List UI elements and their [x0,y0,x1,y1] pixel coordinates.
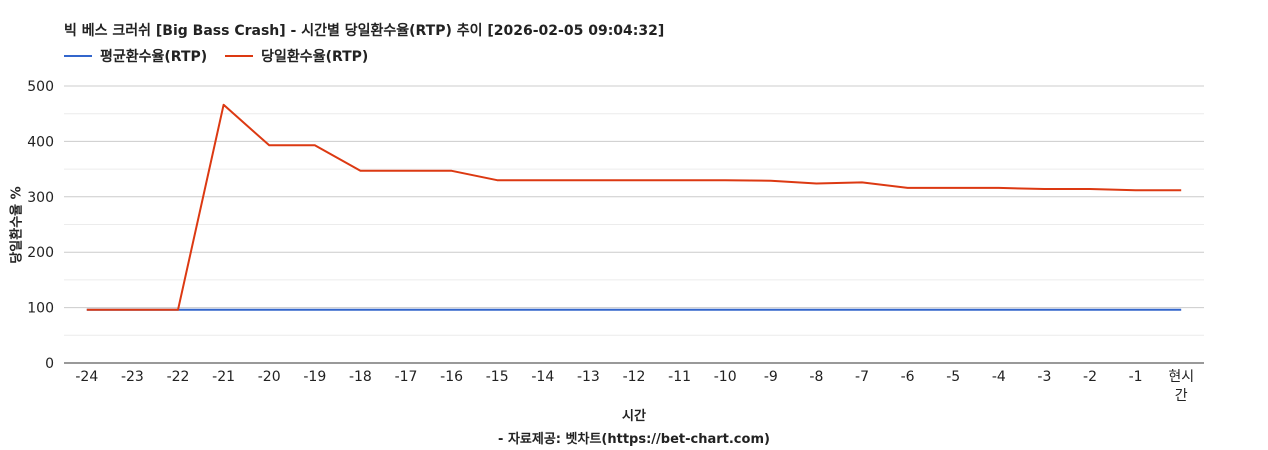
legend-item-avg-rtp[interactable]: 평균환수율(RTP) [64,46,207,66]
x-tick-label: -16 [440,369,463,385]
x-tick-label: -20 [258,369,281,385]
x-tick-label: -23 [121,369,144,385]
x-tick-label-cont: 간 [1175,388,1188,404]
legend: 평균환수율(RTP) 당일환수율(RTP) [64,46,368,66]
x-tick-label: -19 [303,369,326,385]
legend-item-daily-rtp[interactable]: 당일환수율(RTP) [225,46,368,66]
x-tick-label: -14 [531,369,554,385]
x-tick-label: -21 [212,369,235,385]
y-axis-label: 당일환수율 % [9,186,25,264]
chart-title: 빅 베스 크러쉬 [Big Bass Crash] - 시간별 당일환수율(RT… [64,23,665,39]
x-tick-label: -2 [1083,369,1097,385]
y-tick-label: 300 [27,190,54,206]
x-tick-label: -13 [577,369,600,385]
y-tick-label: 500 [27,79,54,95]
x-tick-label: -1 [1129,369,1143,385]
x-tick-label: -8 [809,369,823,385]
x-tick-label: -11 [668,369,691,385]
x-tick-label: -17 [395,369,418,385]
source-credit: - 자료제공: 벳차트(https://bet-chart.com) [498,432,770,447]
legend-label-avg-rtp: 평균환수율(RTP) [100,49,208,65]
series-line-daily-rtp [86,103,1182,311]
y-tick-label: 100 [27,301,54,317]
x-tick-label: -7 [855,369,869,385]
x-tick-label: -12 [623,369,646,385]
x-tick-label: -3 [1037,369,1051,385]
x-tick-label: -10 [714,369,737,385]
x-tick-label: -18 [349,369,372,385]
y-tick-label: 400 [27,134,54,150]
x-tick-label: -15 [486,369,509,385]
x-tick-label: -9 [764,369,778,385]
legend-label-daily-rtp: 당일환수율(RTP) [261,49,369,65]
x-tick-label: -6 [901,369,915,385]
y-tick-label: 0 [45,356,54,372]
x-tick-label: -22 [167,369,190,385]
x-tick-label: -4 [992,369,1006,385]
x-tick-label: -5 [946,369,960,385]
x-axis-label: 시간 [622,409,646,424]
x-tick-label: 현시 [1168,369,1194,385]
y-tick-label: 200 [27,245,54,261]
legend-swatch-daily-rtp [225,55,254,57]
legend-swatch-avg-rtp [64,55,92,57]
x-tick-label: -24 [75,369,98,385]
